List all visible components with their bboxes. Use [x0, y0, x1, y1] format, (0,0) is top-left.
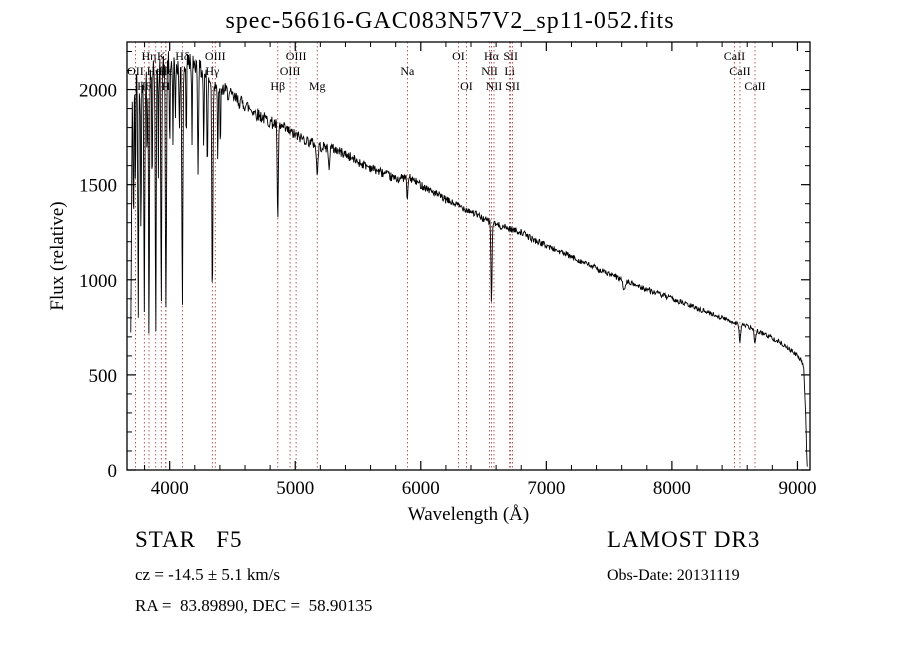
axes: 4000 5000 6000 7000 8000 9000 0 500 1000 1500 2000: [79, 41, 816, 499]
spectral-line-label: NII: [486, 79, 503, 93]
spectral-line-label: Mg: [309, 79, 326, 93]
spectral-line-label: SII: [505, 79, 520, 93]
spectral-line-label: NII: [481, 64, 498, 78]
spectrum-line: [130, 51, 808, 467]
chart-title: spec-56616-GAC083N57V2_sp11-052.fits: [225, 8, 675, 34]
spectral-line-label: SII: [503, 49, 518, 63]
spectral-line-label: Na: [400, 64, 415, 78]
x-tick-label: 7000: [527, 478, 565, 499]
spectral-line-label: Li: [504, 64, 515, 78]
spectral-line-markers: OIIHθHηHeIKHHεHδHγOIIIHβOIIIOIIIMgNaOIOI…: [127, 42, 766, 470]
spectrum-chart: OIIHθHηHeIKHHεHδHγOIIIHβOIIIOIIIMgNaOIOI…: [79, 41, 816, 499]
cz-text: cz = -14.5 ± 5.1 km/s: [135, 565, 280, 584]
y-tick-label: 2000: [79, 81, 117, 102]
obs-date-text: Obs-Date: 20131119: [607, 567, 740, 584]
y-tick-label: 500: [89, 366, 118, 387]
y-tick-label: 0: [108, 461, 118, 482]
spectral-line-label: CaII: [744, 79, 765, 93]
spectral-line-label: K: [157, 49, 166, 63]
classification-text: STAR F5: [135, 527, 243, 552]
x-tick-label: 9000: [778, 478, 816, 499]
spectral-line-label: Hα: [484, 49, 500, 63]
y-axis-label: Flux (relative): [47, 201, 68, 311]
ra-dec-text: RA = 83.89890, DEC = 58.90135: [135, 596, 373, 615]
spectral-line-label: CaII: [729, 64, 750, 78]
spectral-line-label: Hγ: [205, 64, 220, 78]
spectral-line-label: Hθ: [137, 79, 152, 93]
spectral-line-label: OIII: [286, 49, 307, 63]
spectral-line-label: Hη: [141, 49, 156, 63]
survey-text: LAMOST DR3: [607, 527, 761, 552]
y-tick-label: 1500: [79, 176, 117, 197]
x-tick-label: 4000: [151, 478, 189, 499]
spectral-line-label: OI: [452, 49, 465, 63]
spectral-line-label: Hβ: [270, 79, 285, 93]
plot-frame: [126, 41, 811, 471]
y-tick-label: 1000: [79, 271, 117, 292]
spectral-line-label: OIII: [205, 49, 226, 63]
x-tick-label: 5000: [276, 478, 314, 499]
x-axis-label: Wavelength (Å): [407, 504, 530, 525]
spectrum-trace: [130, 51, 808, 467]
spectral-line-label: OIII: [280, 64, 301, 78]
spectral-line-label: CaII: [724, 49, 745, 63]
spectral-line-label: OI: [460, 79, 473, 93]
spectral-line-label: OII: [127, 64, 144, 78]
x-tick-label: 8000: [653, 478, 691, 499]
spectral-line-label: Hδ: [175, 49, 190, 63]
x-tick-label: 6000: [402, 478, 440, 499]
